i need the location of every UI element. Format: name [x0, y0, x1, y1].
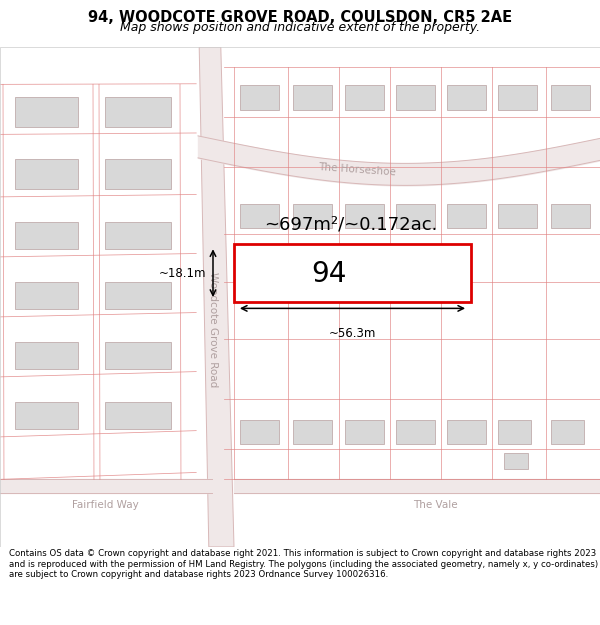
Bar — [447, 421, 486, 444]
Text: The Horseshoe: The Horseshoe — [318, 162, 396, 177]
Bar — [293, 421, 332, 444]
Bar — [105, 282, 171, 309]
Bar — [105, 222, 171, 249]
Bar — [240, 421, 279, 444]
Bar — [15, 222, 78, 249]
Text: Contains OS data © Crown copyright and database right 2021. This information is : Contains OS data © Crown copyright and d… — [9, 549, 598, 579]
Text: ~18.1m: ~18.1m — [158, 267, 206, 279]
Bar — [293, 204, 332, 228]
Bar — [15, 282, 78, 309]
Text: Map shows position and indicative extent of the property.: Map shows position and indicative extent… — [120, 21, 480, 34]
Bar — [498, 86, 537, 111]
Bar — [15, 402, 78, 429]
Text: Fairfield Way: Fairfield Way — [71, 501, 139, 511]
Bar — [105, 342, 171, 369]
Bar — [551, 421, 584, 444]
Bar — [504, 453, 528, 469]
Bar — [345, 86, 384, 111]
Text: ~697m²/~0.172ac.: ~697m²/~0.172ac. — [265, 216, 437, 233]
Bar — [293, 86, 332, 111]
Text: ~56.3m: ~56.3m — [329, 328, 376, 341]
Bar — [498, 204, 537, 228]
Bar — [551, 86, 590, 111]
Bar — [240, 86, 279, 111]
Bar — [396, 86, 435, 111]
Text: The Vale: The Vale — [413, 501, 457, 511]
Bar — [105, 159, 171, 189]
Text: 94, WOODCOTE GROVE ROAD, COULSDON, CR5 2AE: 94, WOODCOTE GROVE ROAD, COULSDON, CR5 2… — [88, 10, 512, 25]
Bar — [396, 204, 435, 228]
Polygon shape — [199, 47, 234, 547]
Bar — [447, 204, 486, 228]
Bar — [15, 159, 78, 189]
Bar — [15, 97, 78, 127]
Bar — [15, 342, 78, 369]
Bar — [345, 204, 384, 228]
Bar — [396, 421, 435, 444]
Bar — [345, 421, 384, 444]
Bar — [498, 421, 531, 444]
Text: 94: 94 — [311, 260, 346, 288]
Bar — [105, 97, 171, 127]
Bar — [234, 244, 471, 302]
Bar — [447, 86, 486, 111]
Text: Woodcote Grove Road: Woodcote Grove Road — [208, 272, 218, 387]
Bar — [240, 204, 279, 228]
Bar — [551, 204, 590, 228]
Bar — [105, 402, 171, 429]
